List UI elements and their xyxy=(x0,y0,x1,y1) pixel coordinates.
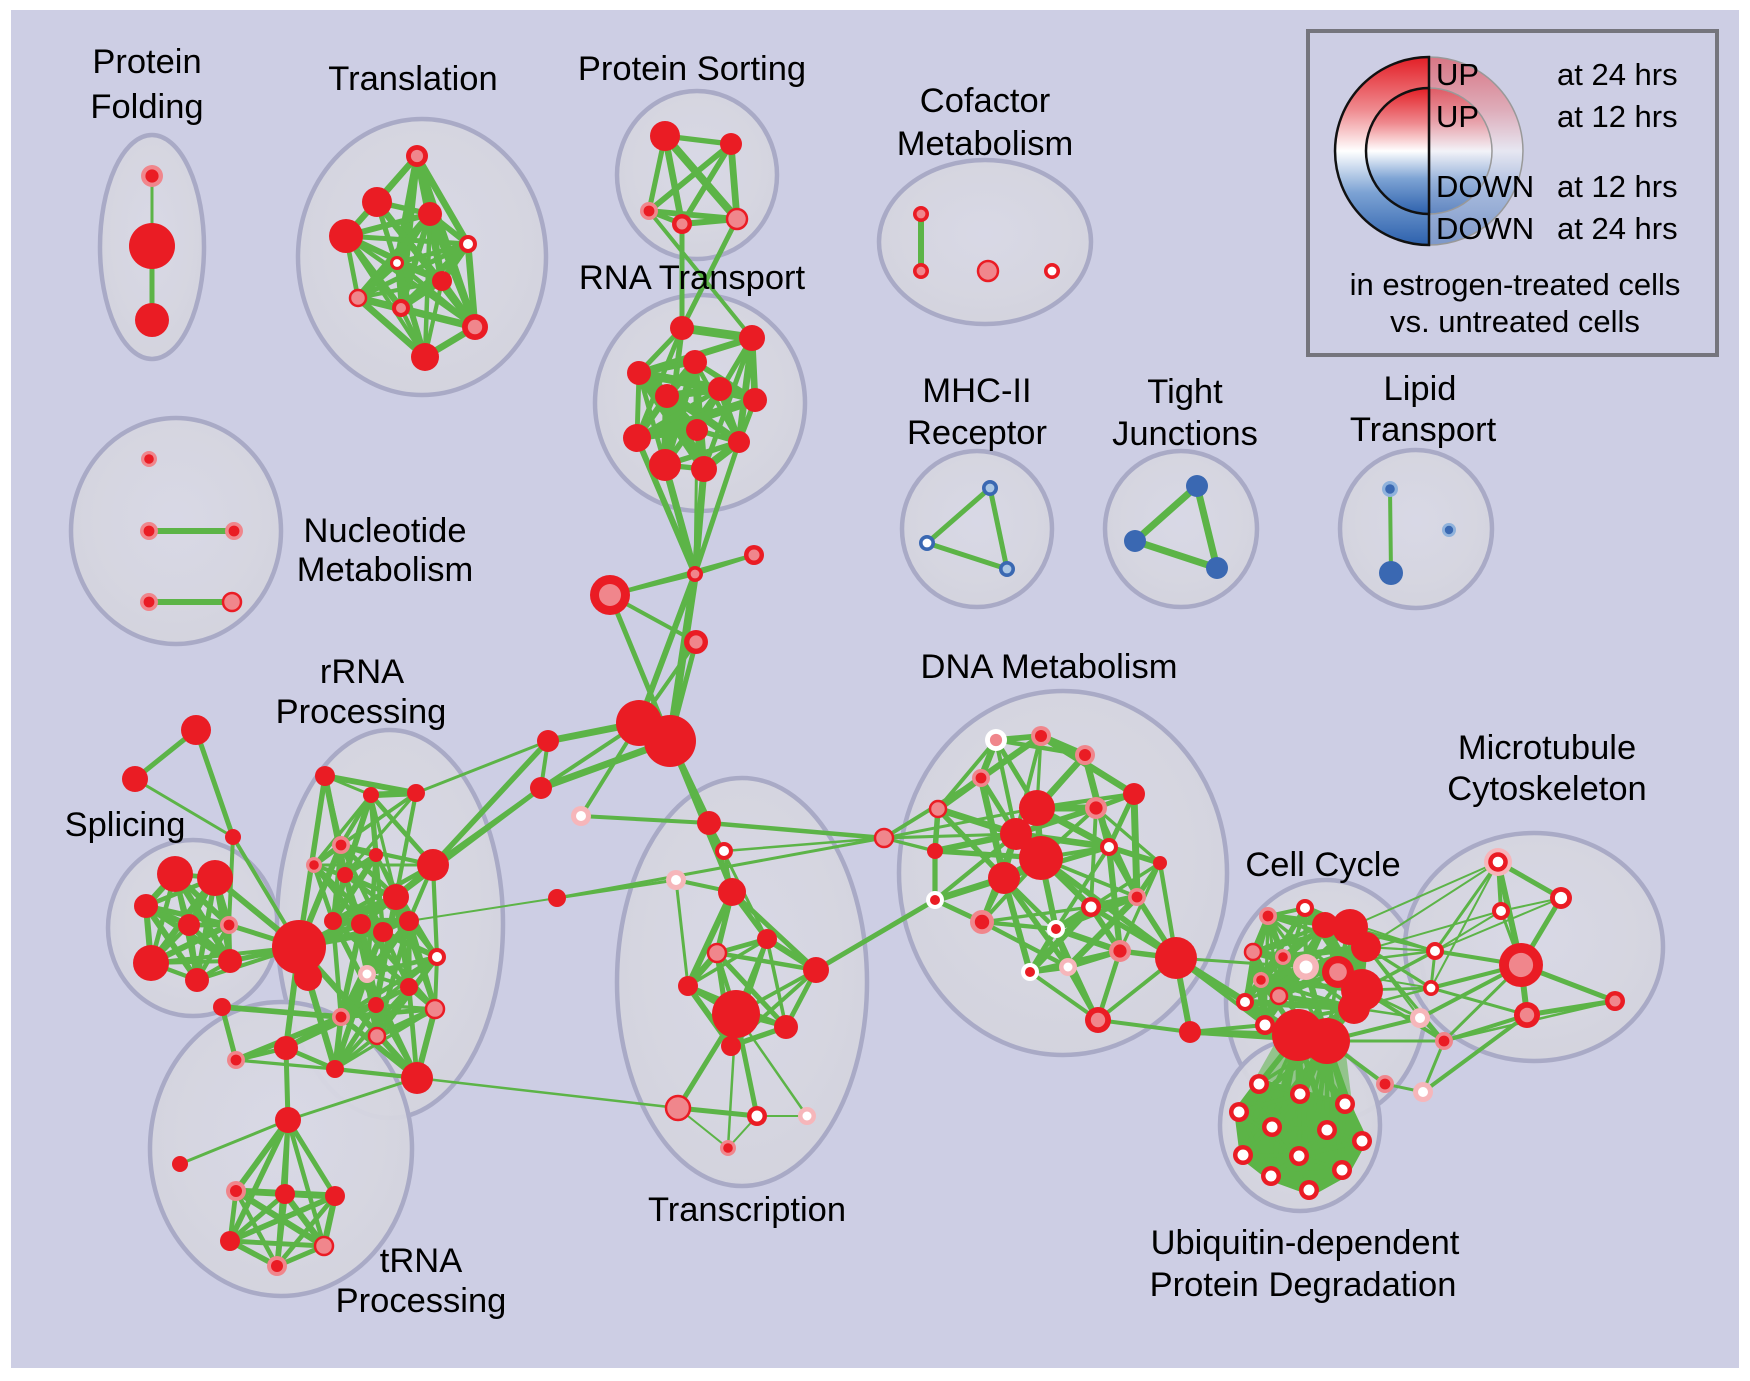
svg-text:Transport: Transport xyxy=(1350,411,1497,449)
svg-text:at 24 hrs: at 24 hrs xyxy=(1557,57,1678,92)
svg-text:rRNA: rRNA xyxy=(320,653,404,691)
svg-text:Transcription: Transcription xyxy=(648,1191,846,1229)
svg-text:tRNA: tRNA xyxy=(380,1242,462,1280)
svg-text:Microtubule: Microtubule xyxy=(1458,729,1636,767)
svg-text:Receptor: Receptor xyxy=(907,414,1047,452)
svg-text:Lipid: Lipid xyxy=(1384,370,1457,408)
svg-text:Cofactor: Cofactor xyxy=(920,82,1050,120)
svg-text:Cell Cycle: Cell Cycle xyxy=(1245,846,1400,884)
svg-text:Processing: Processing xyxy=(276,693,447,731)
svg-text:DOWN: DOWN xyxy=(1436,169,1534,204)
svg-text:Cytoskeleton: Cytoskeleton xyxy=(1447,770,1646,808)
svg-text:Translation: Translation xyxy=(328,60,497,98)
svg-text:Metabolism: Metabolism xyxy=(297,551,473,589)
svg-text:at 24 hrs: at 24 hrs xyxy=(1557,211,1678,246)
svg-text:Protein Sorting: Protein Sorting xyxy=(578,50,806,88)
svg-text:Protein Degradation: Protein Degradation xyxy=(1150,1266,1457,1304)
svg-text:DNA Metabolism: DNA Metabolism xyxy=(921,648,1178,686)
svg-text:Metabolism: Metabolism xyxy=(897,125,1073,163)
svg-text:UP: UP xyxy=(1436,57,1479,92)
svg-text:UP: UP xyxy=(1436,99,1479,134)
svg-text:Processing: Processing xyxy=(336,1282,507,1320)
svg-text:Protein: Protein xyxy=(92,43,201,81)
svg-text:MHC-II: MHC-II xyxy=(922,372,1031,410)
svg-text:Splicing: Splicing xyxy=(65,806,186,844)
svg-text:Junctions: Junctions xyxy=(1112,415,1258,453)
svg-text:DOWN: DOWN xyxy=(1436,211,1534,246)
svg-text:RNA Transport: RNA Transport xyxy=(579,259,806,297)
svg-text:Ubiquitin-dependent: Ubiquitin-dependent xyxy=(1151,1224,1460,1262)
svg-text:at 12 hrs: at 12 hrs xyxy=(1557,169,1678,204)
svg-text:in estrogen-treated cells: in estrogen-treated cells xyxy=(1350,267,1681,302)
svg-text:Tight: Tight xyxy=(1147,373,1223,411)
svg-text:Nucleotide: Nucleotide xyxy=(303,512,466,550)
svg-text:vs. untreated cells: vs. untreated cells xyxy=(1390,304,1640,339)
svg-text:Folding: Folding xyxy=(90,88,203,126)
svg-text:at 12 hrs: at 12 hrs xyxy=(1557,99,1678,134)
